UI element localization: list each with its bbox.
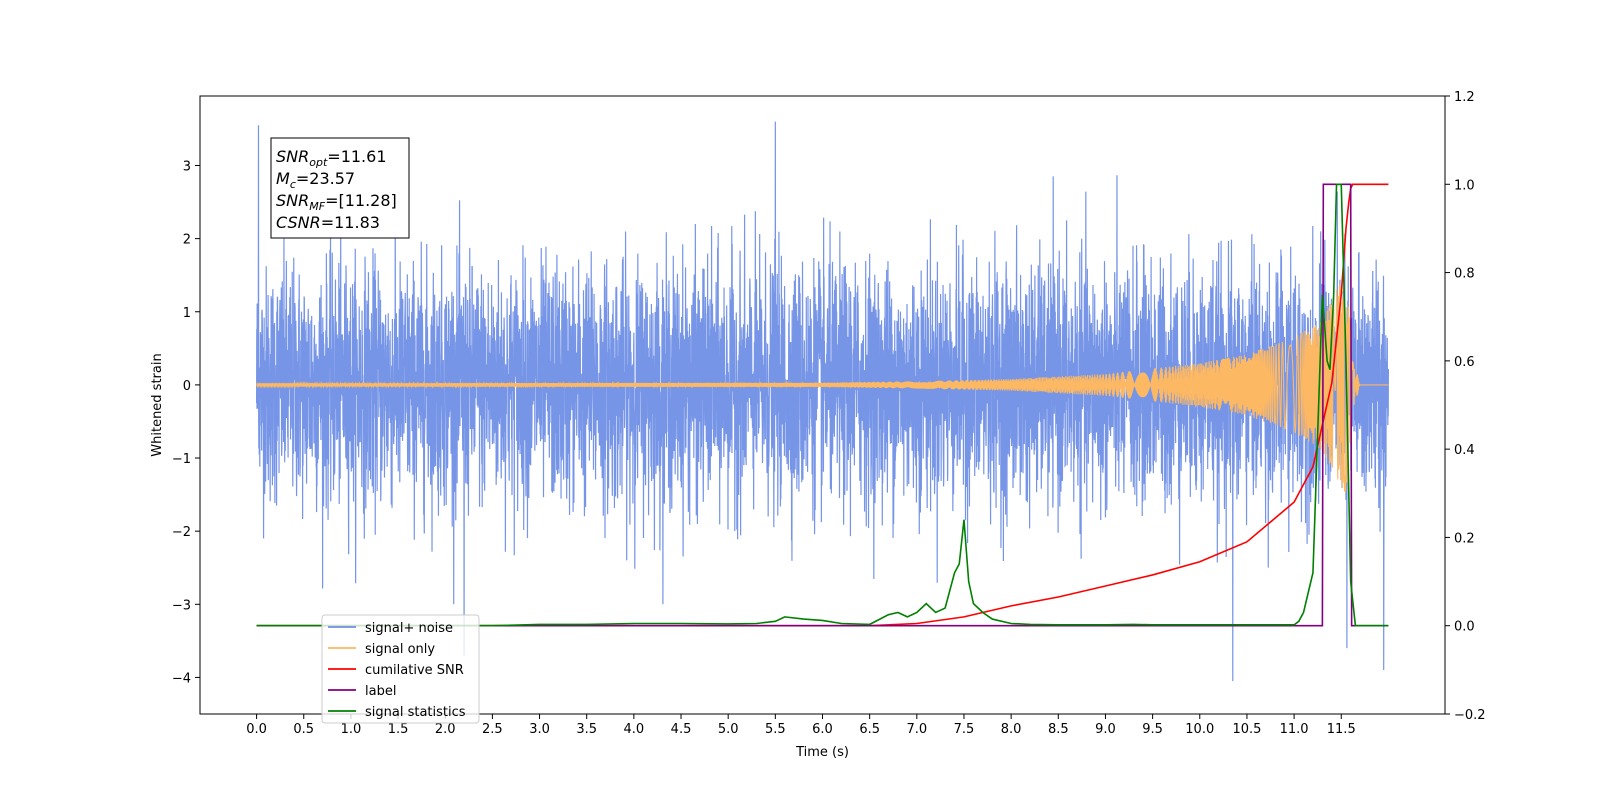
series-signal-statistics bbox=[256, 183, 1389, 627]
annotation-line: SNRopt=11.61 bbox=[276, 147, 387, 169]
x-tick-label: 11.5 bbox=[1327, 722, 1356, 737]
y2-tick-label: 0.2 bbox=[1454, 531, 1475, 546]
y-tick-label: −2 bbox=[172, 525, 191, 540]
x-tick-label: 11.0 bbox=[1280, 722, 1309, 737]
series-signal-only bbox=[256, 285, 1389, 492]
annotation-line: Mc=23.57 bbox=[276, 169, 355, 191]
x-tick-label: 9.5 bbox=[1142, 722, 1163, 737]
x-tick-label: 2.5 bbox=[482, 722, 503, 737]
annotation-line: CSNR=11.83 bbox=[276, 213, 380, 232]
series-cumilative-snr bbox=[256, 183, 1389, 627]
annotation-subscript: opt bbox=[309, 156, 328, 169]
annotation-symbol: SNR bbox=[276, 147, 309, 166]
x-tick-label: 6.5 bbox=[859, 722, 880, 737]
y2-tick-label: 0.4 bbox=[1454, 443, 1475, 458]
y2-tick-label: −0.2 bbox=[1454, 708, 1486, 723]
legend-entry: label bbox=[365, 684, 396, 699]
x-tick-label: 8.5 bbox=[1048, 722, 1069, 737]
annotation-value: =23.57 bbox=[296, 169, 355, 188]
x-tick-label: 9.0 bbox=[1095, 722, 1116, 737]
x-tick-label: 0.0 bbox=[246, 722, 267, 737]
y-axis-left: 3 2 1 0 −1 −2 −3 −4 bbox=[172, 159, 200, 686]
x-tick-label: 4.0 bbox=[624, 722, 645, 737]
x-tick-label: 5.5 bbox=[765, 722, 786, 737]
y2-tick-label: 1.2 bbox=[1454, 90, 1475, 105]
x-tick-label: 0.5 bbox=[293, 722, 314, 737]
annotation-subscript: c bbox=[290, 178, 296, 191]
annotation-line: SNRMF=[11.28] bbox=[276, 191, 397, 213]
line-signal-only bbox=[256, 285, 1389, 492]
y-tick-label: 3 bbox=[183, 159, 191, 174]
x-tick-label: 1.0 bbox=[341, 722, 362, 737]
x-axis: 0.0 0.5 1.0 1.5 2.0 2.5 3.0 3.5 4.0 4.5 5.0 5.5 6.0 6… bbox=[246, 714, 1356, 737]
y2-tick-label: 0.8 bbox=[1454, 267, 1475, 282]
x-tick-label: 3.0 bbox=[529, 722, 550, 737]
y2-tick-label: 0.6 bbox=[1454, 355, 1475, 370]
legend-entry: signal+ noise bbox=[365, 621, 453, 636]
x-tick-label: 5.0 bbox=[718, 722, 739, 737]
line-signal-noise bbox=[255, 121, 1390, 682]
annotation-value: =11.83 bbox=[321, 213, 380, 232]
series-signal-noise bbox=[255, 121, 1390, 682]
x-tick-label: 3.5 bbox=[576, 722, 597, 737]
y-tick-label: −1 bbox=[172, 452, 191, 467]
x-tick-label: 10.0 bbox=[1185, 722, 1214, 737]
y-axis-title: Whitened strain bbox=[150, 353, 165, 456]
legend-entry: signal statistics bbox=[365, 705, 466, 720]
y-tick-label: −4 bbox=[172, 671, 191, 686]
line-signal-statistics bbox=[256, 183, 1389, 627]
y-axis-right: −0.2 0.0 0.2 0.4 0.6 0.8 1.0 1.2 bbox=[1445, 90, 1486, 723]
y-tick-label: 1 bbox=[183, 306, 191, 321]
annotation-subscript: MF bbox=[309, 200, 325, 213]
line-cumilative-snr bbox=[256, 183, 1389, 627]
x-tick-label: 7.5 bbox=[954, 722, 975, 737]
x-axis-title: Time (s) bbox=[795, 745, 849, 760]
x-tick-label: 2.0 bbox=[435, 722, 456, 737]
snr-annotation-box: SNRopt=11.61Mc=23.57SNRMF=[11.28]CSNR=11… bbox=[270, 137, 410, 239]
x-tick-label: 10.5 bbox=[1232, 722, 1261, 737]
annotation-symbol: CSNR bbox=[276, 213, 321, 232]
plot-area bbox=[255, 121, 1390, 682]
annotation-value: =[11.28] bbox=[325, 191, 397, 210]
y2-tick-label: 0.0 bbox=[1454, 620, 1475, 635]
x-tick-label: 7.0 bbox=[906, 722, 927, 737]
annotation-frame bbox=[270, 137, 410, 239]
x-tick-label: 8.0 bbox=[1001, 722, 1022, 737]
annotation-symbol: SNR bbox=[276, 191, 309, 210]
y-tick-label: 2 bbox=[183, 233, 191, 248]
legend: signal+ noise signal only cumilative SNR la… bbox=[321, 614, 480, 724]
y-tick-label: −3 bbox=[172, 598, 191, 613]
y-tick-label: 0 bbox=[183, 379, 191, 394]
annotation-symbol: M bbox=[276, 169, 290, 188]
x-tick-label: 4.5 bbox=[671, 722, 692, 737]
annotation-value: =11.61 bbox=[327, 147, 386, 166]
x-tick-label: 6.0 bbox=[812, 722, 833, 737]
y2-tick-label: 1.0 bbox=[1454, 178, 1475, 193]
legend-entry: cumilative SNR bbox=[365, 663, 464, 678]
x-tick-label: 1.5 bbox=[388, 722, 409, 737]
legend-entry: signal only bbox=[365, 642, 435, 657]
legend-frame bbox=[321, 614, 480, 724]
